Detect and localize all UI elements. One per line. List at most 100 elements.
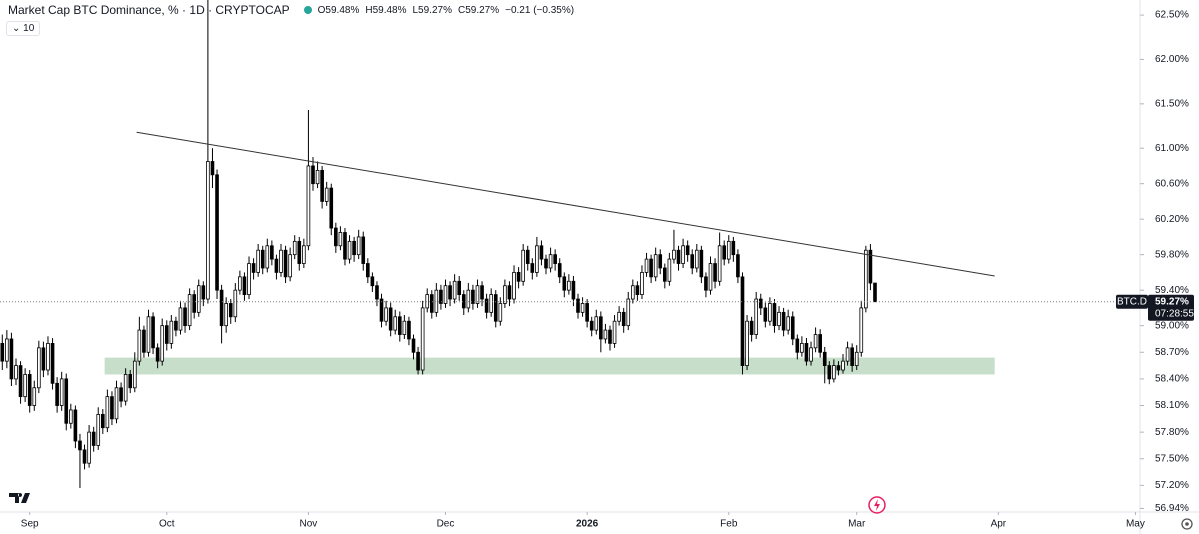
ohlc-open: O59.48% xyxy=(317,4,360,16)
candle-body xyxy=(96,413,101,446)
candle-body xyxy=(78,440,82,451)
candle-body xyxy=(132,360,137,389)
candle-body xyxy=(311,165,315,185)
lightning-button[interactable] xyxy=(868,496,886,514)
candle-body xyxy=(580,303,585,313)
candle-body xyxy=(370,276,375,287)
candle-body xyxy=(233,289,238,318)
candle-body xyxy=(302,245,306,264)
support-zone xyxy=(104,357,995,375)
candle-body xyxy=(507,285,512,300)
candle-body xyxy=(475,285,480,304)
candle-body xyxy=(14,365,18,380)
candle-body xyxy=(338,232,343,247)
y-tick-label: 60.60% xyxy=(1155,178,1189,189)
candle-body xyxy=(37,347,41,389)
y-tick-label: 58.40% xyxy=(1155,374,1189,385)
candle-body xyxy=(324,187,329,202)
candle-body xyxy=(343,232,347,260)
candle-body xyxy=(466,289,471,309)
candle-body xyxy=(854,351,859,366)
x-tick-label: Sep xyxy=(21,519,39,530)
candle-body xyxy=(562,276,567,291)
candle-body xyxy=(512,272,516,300)
y-tick-label: 61.50% xyxy=(1155,98,1189,109)
candle-body xyxy=(498,303,503,322)
indicator-toggle[interactable]: ⌄ 10 xyxy=(6,21,41,36)
candle-body xyxy=(297,240,302,264)
candle-body xyxy=(365,263,370,278)
candle-body xyxy=(713,263,717,282)
candle-body xyxy=(329,187,334,229)
x-tick-label: 2026 xyxy=(576,519,599,530)
candle-body xyxy=(786,316,790,331)
candle-body xyxy=(347,240,352,260)
candle-body xyxy=(612,320,617,344)
y-tick-label: 59.40% xyxy=(1155,285,1189,296)
candle-body xyxy=(64,378,69,424)
candle-body xyxy=(859,307,864,353)
candle-body xyxy=(247,263,251,295)
candle-body xyxy=(544,258,548,269)
candle-body xyxy=(256,249,260,273)
candle-body xyxy=(813,334,818,349)
candle-body xyxy=(480,285,484,300)
candle-body xyxy=(868,249,873,284)
candle-body xyxy=(749,320,754,335)
candle-body xyxy=(694,249,699,269)
price-label: 59.27% xyxy=(1155,296,1189,307)
candle-body xyxy=(726,240,731,260)
candle-body xyxy=(27,374,32,406)
candle-body xyxy=(631,285,635,300)
y-tick-label: 57.50% xyxy=(1155,453,1189,464)
candle-body xyxy=(169,320,174,344)
candle-body xyxy=(416,351,420,371)
y-tick-label: 61.00% xyxy=(1155,143,1189,154)
candle-body xyxy=(850,347,854,366)
settings-button[interactable] xyxy=(1181,518,1193,530)
candle-body xyxy=(265,245,270,269)
candle-body xyxy=(836,365,841,371)
candle-body xyxy=(676,249,681,264)
candle-body xyxy=(384,307,388,322)
candle-body xyxy=(685,245,690,256)
price-tag xyxy=(1148,294,1194,321)
candle-body xyxy=(800,343,804,353)
candle-body xyxy=(649,258,653,278)
candle-body xyxy=(818,334,822,353)
candle-body xyxy=(260,249,265,269)
candle-body xyxy=(521,249,525,282)
ohlc-low: L59.27% xyxy=(412,4,452,16)
candle-body xyxy=(567,280,571,291)
candle-body xyxy=(841,360,845,371)
candle-body xyxy=(215,174,219,291)
candle-body xyxy=(119,387,123,402)
chart-title: Market Cap BTC Dominance, % · 1D · CRYPT… xyxy=(8,3,290,17)
candle-body xyxy=(274,258,279,273)
candle-body xyxy=(87,431,91,464)
y-tick-label: 62.00% xyxy=(1155,54,1189,65)
candle-body xyxy=(576,298,580,313)
status-dot xyxy=(303,6,312,14)
candle-body xyxy=(448,285,452,300)
candle-body xyxy=(832,365,836,380)
candle-body xyxy=(608,329,612,344)
candle-body xyxy=(219,289,224,327)
candle-body xyxy=(164,325,169,344)
candle-body xyxy=(740,276,745,366)
candle-body xyxy=(589,320,594,331)
candle-body xyxy=(288,254,292,278)
candle-body xyxy=(315,169,320,185)
candle-body xyxy=(736,254,740,278)
candle-body xyxy=(196,285,201,313)
candle-body xyxy=(352,240,356,256)
x-tick-label: Mar xyxy=(848,519,866,530)
y-tick-label: 56.94% xyxy=(1155,503,1189,514)
candle-body xyxy=(242,276,247,295)
candle-body xyxy=(873,282,877,303)
candle-body xyxy=(493,294,498,322)
candle-body xyxy=(187,294,192,327)
symbol-tag xyxy=(1116,294,1148,309)
candle-body xyxy=(192,294,197,313)
